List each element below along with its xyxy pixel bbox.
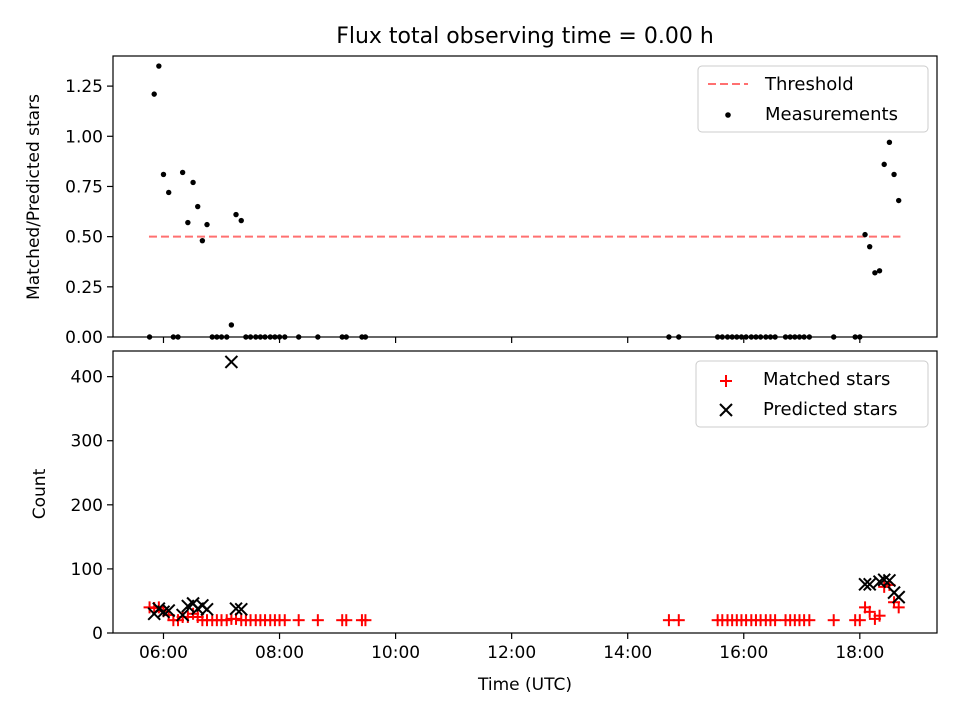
predicted-stars-legend-label: Predicted stars	[763, 399, 897, 420]
predicted-stars-point	[200, 602, 214, 616]
matched-stars-point	[853, 614, 866, 627]
measurements-point	[866, 243, 873, 250]
matched-stars-point	[311, 614, 324, 627]
matched-stars-point	[827, 614, 840, 627]
count-x-tick-label: 06:00	[139, 643, 188, 663]
measurements-point	[891, 171, 897, 178]
count-legend: Matched stars Predicted stars	[695, 360, 929, 428]
predicted-stars-point	[229, 601, 243, 616]
measurements-point	[881, 161, 887, 168]
predicted-stars-point	[882, 573, 897, 588]
matched-stars-point	[672, 614, 685, 627]
predicted-stars-point	[234, 602, 248, 616]
matched-stars-point	[359, 614, 372, 627]
matched-stars-point	[892, 601, 905, 614]
measurements-point	[872, 270, 878, 276]
ratio-y-tick-label: 0.75	[65, 177, 103, 197]
matched-stars-point	[769, 614, 782, 627]
count-y-axis-label: Count	[30, 468, 50, 519]
count-y-ticks: 0 100 200 300 400	[71, 368, 113, 644]
predicted-stars-point	[862, 577, 877, 591]
matched-stars-point	[863, 605, 876, 618]
measurements-point	[886, 139, 893, 146]
ratio-y-tick-label: 0.00	[65, 328, 103, 348]
predicted-stars-point	[224, 355, 239, 369]
matched-stars-point	[803, 614, 816, 627]
matched-stars-point	[292, 614, 305, 627]
predicted-stars-point	[156, 605, 171, 619]
ratio-y-tick-label: 1.25	[65, 77, 103, 97]
measurements-point	[151, 91, 157, 97]
matched-stars-point	[340, 614, 353, 627]
matched-stars-legend-swatch	[720, 375, 732, 387]
predicted-stars-point	[161, 603, 176, 618]
measurements-point	[156, 63, 162, 69]
measurements-point	[160, 171, 167, 178]
matched-stars-point	[278, 614, 291, 627]
ratio-y-axis-label: Matched/Predicted stars	[24, 94, 44, 300]
measurements-point	[862, 231, 868, 238]
ratio-y-tick-label: 0.25	[65, 278, 103, 298]
measurements-legend-label: Measurements	[765, 104, 898, 125]
measurements-point	[199, 237, 206, 244]
measurements-point	[204, 221, 210, 228]
predicted-stars-point	[858, 577, 872, 591]
predicted-stars-point	[877, 573, 891, 587]
count-y-tick-label: 0	[92, 624, 103, 644]
matched-stars-legend-label: Matched stars	[763, 369, 890, 390]
count-y-tick-label: 100	[71, 560, 103, 580]
ratio-x-ticks	[162, 337, 861, 343]
measurements-point	[179, 169, 186, 176]
chart-title: Flux total observing time = 0.00 h	[336, 24, 714, 49]
count-y-tick-label: 300	[71, 432, 103, 452]
count-x-tick-label: 12:00	[487, 643, 536, 663]
count-x-tick-label: 18:00	[835, 643, 884, 663]
count-x-tick-label: 16:00	[719, 643, 768, 663]
predicted-stars-point	[175, 608, 190, 622]
count-plot-area	[143, 355, 906, 627]
measurements-point	[896, 197, 902, 204]
count-x-tick-label: 14:00	[603, 643, 652, 663]
ratio-y-tick-label: 0.50	[65, 228, 103, 248]
ratio-legend: Threshold Measurements	[697, 65, 929, 133]
measurements-point	[233, 211, 239, 218]
ratio-axes-frame	[112, 55, 938, 338]
measurements-point	[876, 268, 883, 274]
ratio-legend-box	[697, 65, 929, 133]
ratio-y-tick-label: 1.00	[65, 127, 103, 147]
predicted-stars-point	[891, 590, 906, 604]
measurements-point	[195, 203, 201, 210]
measurements-point	[238, 217, 244, 224]
count-x-ticks: 06:00 08:00 10:00 12:00 14:00 16:00 18:00	[139, 633, 884, 663]
threshold-legend-label: Threshold	[764, 74, 854, 95]
ratio-panel: Flux total observing time = 0.00 h Match…	[24, 24, 938, 348]
count-x-tick-label: 08:00	[255, 643, 304, 663]
time-x-axis-label: Time (UTC)	[477, 675, 572, 695]
count-legend-box	[695, 360, 929, 428]
ratio-y-ticks: 0.00 0.25 0.50 0.75 1.00 1.25	[65, 77, 113, 348]
count-x-tick-label: 10:00	[371, 643, 420, 663]
measurements-legend-swatch	[725, 112, 731, 118]
count-panel: Count Time (UTC) 0 100 200 300 400 06:00 08:0…	[30, 350, 938, 695]
measurements-point	[185, 219, 191, 226]
measurements-point	[228, 322, 235, 328]
count-y-tick-label: 200	[71, 496, 103, 516]
measurements-point	[190, 179, 196, 186]
count-y-tick-label: 400	[71, 368, 103, 388]
predicted-stars-legend-swatch	[719, 403, 733, 417]
count-axes-frame	[112, 350, 938, 634]
matched-stars-point	[873, 609, 886, 622]
measurements-point	[166, 189, 172, 196]
